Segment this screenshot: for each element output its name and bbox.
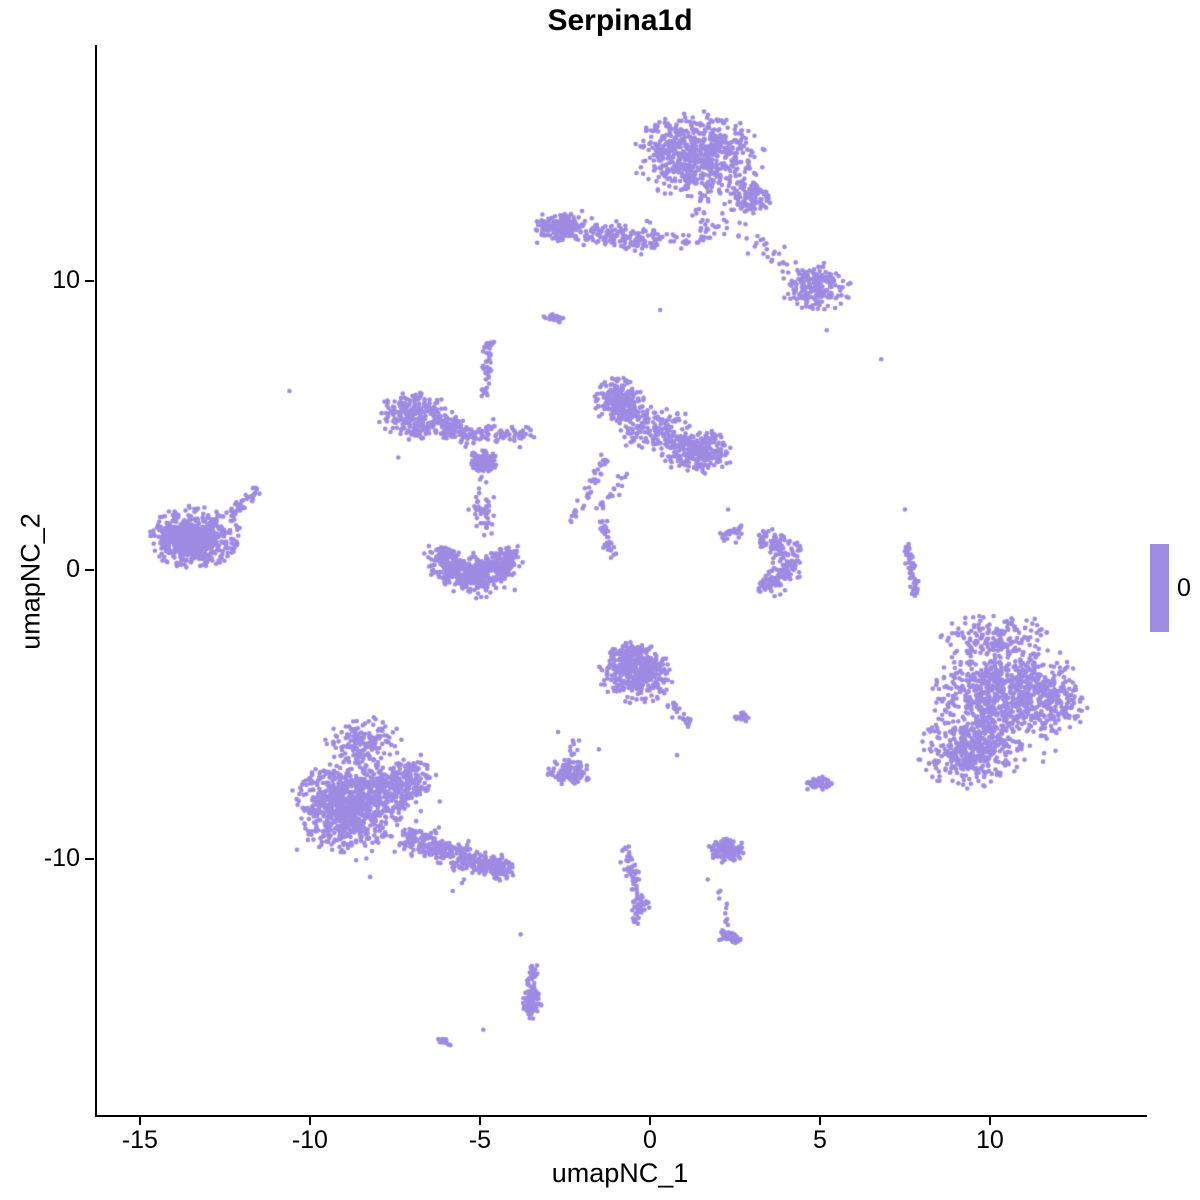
x-tick-mark (818, 1116, 821, 1125)
x-tick-label: -10 (291, 1126, 328, 1154)
y-tick-mark (85, 858, 94, 861)
x-tick-label: -15 (121, 1126, 158, 1154)
x-tick-label: -5 (468, 1126, 492, 1154)
chart-title: Serpina1d (547, 4, 693, 37)
legend-colorbar (1150, 544, 1169, 632)
x-tick-mark (478, 1116, 481, 1125)
y-tick-label: 10 (52, 266, 80, 295)
legend-label: 0 (1177, 574, 1191, 602)
x-tick-label: 10 (976, 1126, 1004, 1154)
legend: 0 (1150, 544, 1191, 632)
y-tick-label: 0 (66, 555, 80, 584)
x-tick-label: 0 (642, 1126, 657, 1154)
y-tick-mark (85, 569, 94, 572)
plot-panel (95, 45, 1147, 1117)
y-tick-label: -10 (43, 844, 80, 873)
x-tick-mark (988, 1116, 991, 1125)
x-tick-mark (308, 1116, 311, 1125)
x-axis-label: umapNC_1 (551, 1158, 689, 1188)
x-tick-label: 5 (812, 1126, 827, 1154)
x-tick-mark (648, 1116, 651, 1125)
y-tick-mark (85, 280, 94, 283)
x-tick-mark (138, 1116, 141, 1125)
